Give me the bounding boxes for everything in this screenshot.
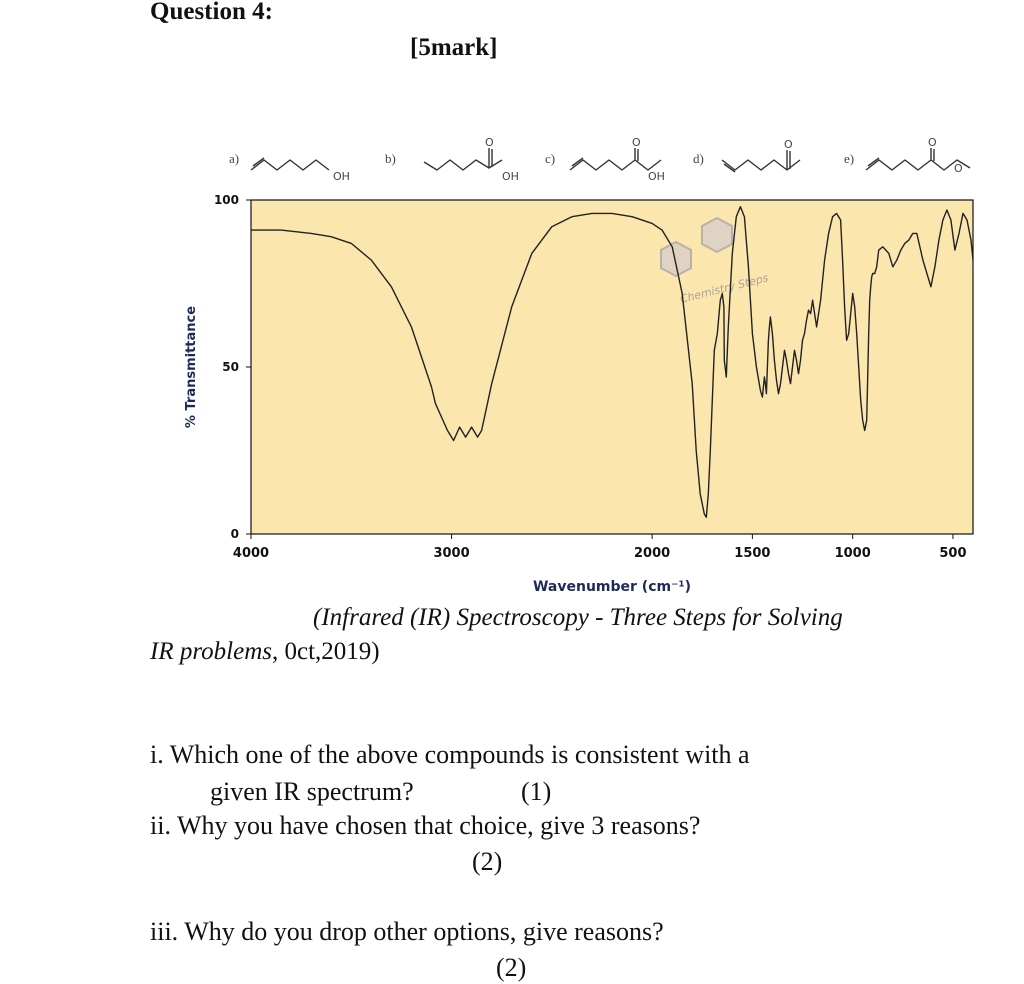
compound-d-oxygen: O [784, 138, 793, 151]
compound-e-letter: e) [844, 151, 854, 166]
compound-c-structure [569, 148, 662, 171]
citation-line-1: (Infrared (IR) Spectroscopy - Three Step… [313, 604, 843, 631]
question-heading: Question 4: [150, 0, 273, 25]
plot-area [250, 199, 974, 535]
compound-d-structure [721, 150, 801, 173]
citation-line-2: IR problems, 0ct,2019) [150, 638, 380, 666]
ir-spectrum-figure: a) OH b) OH O c) OH O d) O e) O O Chemis… [184, 136, 974, 595]
question-i-text: i. Which one of the above compounds is c… [150, 740, 750, 769]
y-tick-label: 50 [222, 360, 239, 374]
compound-a-letter: a) [229, 151, 239, 166]
compound-b-structure [423, 148, 503, 171]
compound-a-oh: OH [333, 170, 350, 183]
compound-e-oxygen-carbonyl: O [928, 136, 937, 149]
compound-structures [250, 148, 971, 173]
x-tick-label: 3000 [433, 546, 469, 561]
compound-c-oxygen: O [632, 136, 641, 149]
question-iii-points: (2) [496, 953, 527, 982]
y-tick-label: 100 [214, 193, 239, 207]
x-axis-label: Wavenumber (cm⁻¹) [533, 579, 691, 595]
citation-source-title: IR problems [150, 638, 272, 665]
compound-e-oxygen-ester: O [954, 162, 963, 175]
y-axis-label: % Transmittance [184, 306, 199, 428]
compound-c-letter: c) [545, 151, 555, 166]
compound-b-oxygen: O [485, 136, 494, 149]
compound-d-letter: d) [693, 151, 704, 166]
x-tick-label: 1000 [835, 546, 871, 561]
question-i-text-continued: given IR spectrum? [210, 777, 414, 806]
marks-label: [5mark] [410, 34, 498, 61]
question-i-points: (1) [521, 777, 552, 806]
x-tick-label: 2000 [634, 546, 670, 561]
x-tick-label: 500 [939, 546, 966, 561]
compound-b-oh: OH [502, 170, 519, 183]
y-tick-label: 0 [231, 527, 239, 541]
question-iii-text: iii. Why do you drop other options, give… [150, 917, 664, 946]
question-ii-points: (2) [472, 847, 503, 876]
compound-c-oh: OH [648, 170, 665, 183]
compound-e-structure [865, 148, 971, 171]
series-line-transmittance [251, 206, 974, 518]
x-tick-label: 1500 [734, 546, 770, 561]
x-tick-label: 4000 [233, 546, 269, 561]
compound-a-structure [250, 157, 330, 171]
question-ii-text: ii. Why you have chosen that choice, giv… [150, 811, 701, 840]
compound-b-letter: b) [385, 151, 396, 166]
citation-date: , 0ct,2019) [271, 638, 380, 665]
